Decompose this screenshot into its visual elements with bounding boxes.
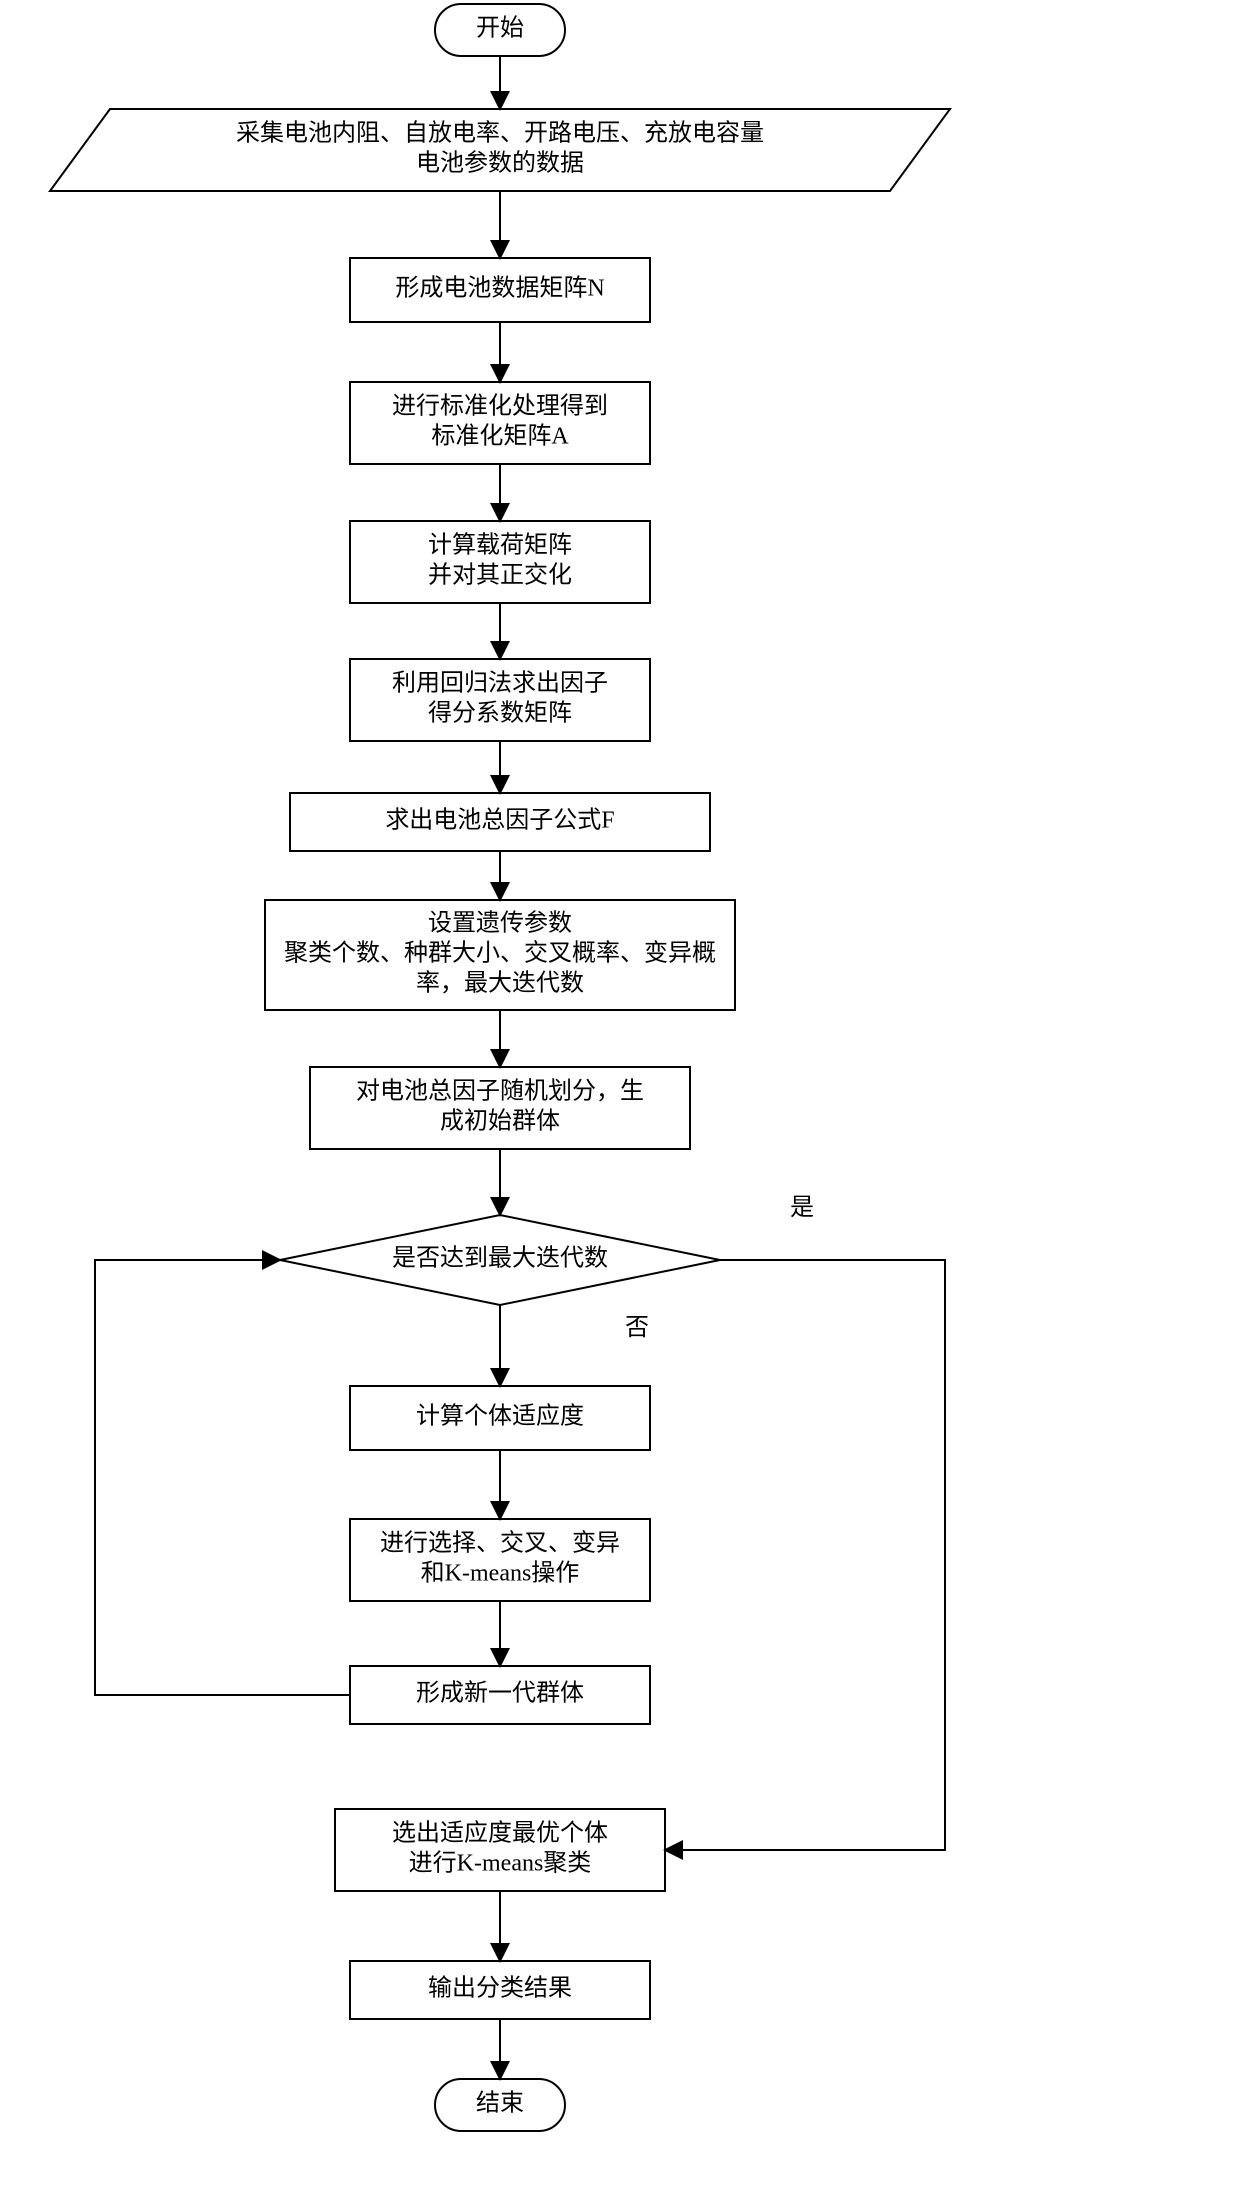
node-output-text-0: 输出分类结果	[428, 1975, 572, 2002]
node-normA: 进行标准化处理得到标准化矩阵A	[350, 382, 650, 464]
node-gaParams: 设置遗传参数聚类个数、种群大小、交叉概率、变异概率，最大迭代数	[265, 900, 735, 1010]
node-fitness: 计算个体适应度	[350, 1386, 650, 1450]
node-decision: 是否达到最大迭代数	[280, 1215, 720, 1305]
label-yes: 是	[790, 1195, 814, 1221]
node-bestInd: 选出适应度最优个体进行K-means聚类	[335, 1809, 665, 1891]
node-loadMat: 计算载荷矩阵并对其正交化	[350, 521, 650, 603]
node-normA-text-0: 进行标准化处理得到	[392, 393, 608, 420]
node-initPop-text-1: 成初始群体	[440, 1108, 560, 1135]
node-collect: 采集电池内阻、自放电率、开路电压、充放电容量电池参数的数据	[50, 109, 950, 191]
node-gaParams-text-0: 设置遗传参数	[428, 910, 572, 937]
node-gaOps-text-0: 进行选择、交叉、变异	[380, 1530, 620, 1557]
node-start: 开始	[435, 4, 565, 56]
flowchart-canvas: 开始采集电池内阻、自放电率、开路电压、充放电容量电池参数的数据形成电池数据矩阵N…	[0, 0, 1240, 2186]
node-factorReg: 利用回归法求出因子得分系数矩阵	[350, 659, 650, 741]
node-output: 输出分类结果	[350, 1961, 650, 2019]
node-factorReg-text-1: 得分系数矩阵	[428, 700, 572, 727]
node-bestInd-text-0: 选出适应度最优个体	[392, 1820, 608, 1847]
node-formulaF-text-0: 求出电池总因子公式F	[385, 807, 614, 834]
node-newGen-text-0: 形成新一代群体	[416, 1680, 584, 1707]
node-start-text-0: 开始	[476, 15, 524, 42]
edge-yes-branch	[665, 1260, 945, 1850]
node-gaOps: 进行选择、交叉、变异和K-means操作	[350, 1519, 650, 1601]
node-fitness-text-0: 计算个体适应度	[416, 1403, 584, 1430]
node-gaParams-text-2: 率，最大迭代数	[416, 970, 584, 997]
label-no: 否	[625, 1315, 649, 1341]
node-bestInd-text-1: 进行K-means聚类	[409, 1850, 592, 1877]
node-end-text-0: 结束	[476, 2090, 524, 2117]
node-gaOps-text-1: 和K-means操作	[421, 1560, 580, 1587]
node-formulaF: 求出电池总因子公式F	[290, 793, 710, 851]
node-end: 结束	[435, 2079, 565, 2131]
node-gaParams-text-1: 聚类个数、种群大小、交叉概率、变异概	[284, 940, 716, 967]
node-initPop: 对电池总因子随机划分，生成初始群体	[310, 1067, 690, 1149]
node-loadMat-text-1: 并对其正交化	[428, 562, 572, 589]
node-collect-text-0: 采集电池内阻、自放电率、开路电压、充放电容量	[236, 120, 764, 147]
node-collect-text-1: 电池参数的数据	[416, 150, 584, 177]
node-matrixN-text-0: 形成电池数据矩阵N	[395, 275, 604, 302]
node-newGen: 形成新一代群体	[350, 1666, 650, 1724]
node-factorReg-text-0: 利用回归法求出因子	[392, 670, 608, 697]
node-initPop-text-0: 对电池总因子随机划分，生	[356, 1078, 644, 1105]
node-loadMat-text-0: 计算载荷矩阵	[428, 532, 572, 559]
edge-loop-back	[95, 1260, 350, 1695]
node-decision-text-0: 是否达到最大迭代数	[392, 1245, 608, 1272]
node-normA-text-1: 标准化矩阵A	[431, 423, 569, 450]
node-matrixN: 形成电池数据矩阵N	[350, 258, 650, 322]
